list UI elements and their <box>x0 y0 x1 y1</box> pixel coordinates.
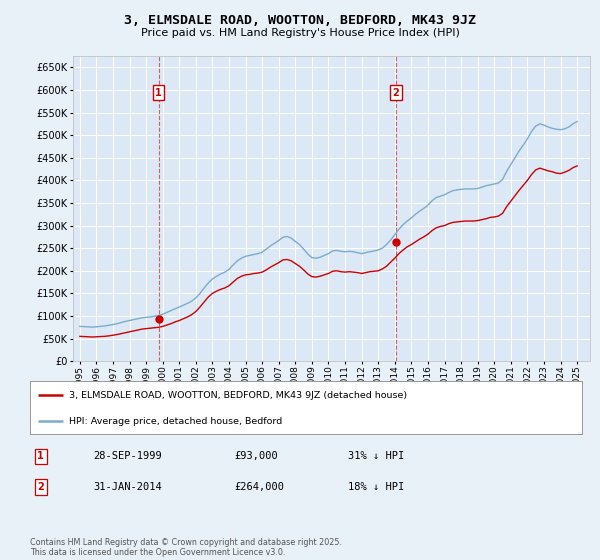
Text: 31-JAN-2014: 31-JAN-2014 <box>93 482 162 492</box>
Text: 31% ↓ HPI: 31% ↓ HPI <box>348 451 404 461</box>
Text: 3, ELMSDALE ROAD, WOOTTON, BEDFORD, MK43 9JZ (detached house): 3, ELMSDALE ROAD, WOOTTON, BEDFORD, MK43… <box>68 391 407 400</box>
Text: 2: 2 <box>37 482 44 492</box>
Text: 1: 1 <box>155 87 162 97</box>
Text: Price paid vs. HM Land Registry's House Price Index (HPI): Price paid vs. HM Land Registry's House … <box>140 28 460 38</box>
Text: £93,000: £93,000 <box>234 451 278 461</box>
Text: 18% ↓ HPI: 18% ↓ HPI <box>348 482 404 492</box>
Text: 1: 1 <box>37 451 44 461</box>
Text: HPI: Average price, detached house, Bedford: HPI: Average price, detached house, Bedf… <box>68 417 282 426</box>
Text: 3, ELMSDALE ROAD, WOOTTON, BEDFORD, MK43 9JZ: 3, ELMSDALE ROAD, WOOTTON, BEDFORD, MK43… <box>124 14 476 27</box>
Text: 2: 2 <box>393 87 400 97</box>
Text: Contains HM Land Registry data © Crown copyright and database right 2025.
This d: Contains HM Land Registry data © Crown c… <box>30 538 342 557</box>
Text: 28-SEP-1999: 28-SEP-1999 <box>93 451 162 461</box>
Text: £264,000: £264,000 <box>234 482 284 492</box>
